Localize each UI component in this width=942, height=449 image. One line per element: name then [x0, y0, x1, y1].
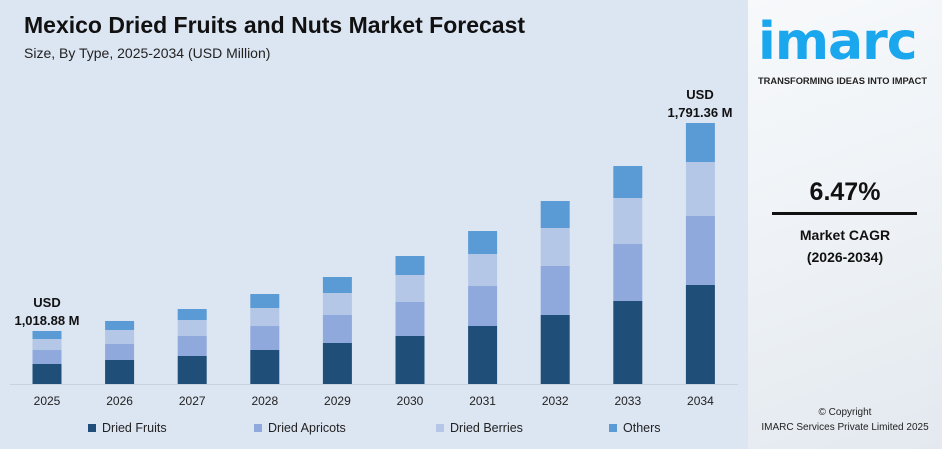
legend-item: Dried Apricots	[254, 421, 346, 435]
cagr-period: (2026-2034)	[806, 249, 884, 265]
bar-segment	[540, 266, 570, 316]
imarc-logo: imarc	[758, 12, 918, 72]
bar-segment	[613, 301, 643, 384]
bar-segment	[32, 363, 62, 384]
x-tick-label: 2032	[542, 394, 569, 408]
x-tick-label: 2025	[34, 394, 61, 408]
bar-segment	[540, 201, 570, 229]
bar-segment	[395, 275, 425, 302]
x-tick-label: 2027	[179, 394, 206, 408]
cagr-value: 6.47%	[809, 178, 881, 206]
x-tick-label: 2028	[251, 394, 278, 408]
bar-segment	[32, 339, 62, 351]
legend-label: Dried Berries	[450, 421, 523, 435]
bar-segment	[613, 166, 643, 199]
company-name: IMARC Services Private Limited 2025	[761, 422, 929, 433]
x-tick-label: 2034	[687, 394, 714, 408]
x-tick-label: 2031	[469, 394, 496, 408]
legend-swatch	[436, 424, 444, 432]
bar-segment	[105, 329, 135, 344]
legend-label: Others	[623, 421, 661, 435]
x-tick-label: 2030	[397, 394, 424, 408]
bar-segment	[250, 294, 280, 309]
bar-segment	[540, 315, 570, 384]
chart-title: Mexico Dried Fruits and Nuts Market Fore…	[24, 12, 526, 38]
bar-segment	[177, 320, 207, 337]
legend-swatch	[254, 424, 262, 432]
bar-segment	[685, 122, 715, 163]
copyright: © Copyright	[818, 407, 872, 418]
bar-segment	[177, 336, 207, 357]
last-total-label: USD 1,791.36 M	[655, 86, 745, 122]
legend-item: Others	[609, 421, 661, 435]
bar-segment	[468, 254, 498, 287]
cagr-label: Market CAGR	[799, 227, 891, 243]
bar-segment	[322, 342, 352, 384]
bar-segment	[613, 198, 643, 245]
x-tick-label: 2026	[106, 394, 133, 408]
legend-label: Dried Apricots	[268, 421, 346, 435]
bar-segment	[468, 286, 498, 327]
bar-segment	[32, 330, 62, 340]
brand-tagline: TRANSFORMING IDEAS INTO IMPACT	[758, 76, 928, 86]
bar-segment	[468, 231, 498, 255]
chart-subtitle: Size, By Type, 2025-2034 (USD Million)	[24, 45, 271, 61]
legend-swatch	[88, 424, 96, 432]
x-tick-label: 2029	[324, 394, 351, 408]
bar-segment	[105, 359, 135, 384]
brand-panel: imarc TRANSFORMING IDEAS INTO IMPACT 6.4…	[748, 0, 942, 449]
bar-segment	[105, 343, 135, 360]
bar-segment	[177, 356, 207, 384]
bar-segment	[685, 162, 715, 216]
bar-segment	[177, 309, 207, 321]
bar-segment	[32, 350, 62, 364]
bar-segment	[395, 335, 425, 384]
bar-segment	[250, 350, 280, 384]
bar-segment	[685, 284, 715, 384]
first-total-label: USD 1,018.88 M	[4, 294, 90, 330]
cagr-divider	[772, 212, 917, 215]
bar-segment	[395, 255, 425, 276]
last-total-unit: USD	[686, 87, 714, 102]
bar-segment	[322, 276, 352, 293]
legend-label: Dried Fruits	[102, 421, 167, 435]
bar-segment	[540, 228, 570, 267]
legend-item: Dried Fruits	[88, 421, 167, 435]
x-tick-label: 2033	[614, 394, 641, 408]
bar-segment	[322, 314, 352, 343]
bar-segment	[322, 292, 352, 315]
bar-segment	[685, 215, 715, 285]
legend-item: Dried Berries	[436, 421, 523, 435]
bar-segment	[395, 301, 425, 336]
first-total-unit: USD	[33, 295, 61, 310]
bar-segment	[613, 244, 643, 302]
stacked-bar-chart: 2025 2026 2027 2028 2029 2030 2031 2032 2033 2034	[10, 122, 738, 408]
first-total-value: 1,018.88 M	[14, 313, 80, 328]
bar-segment	[250, 308, 280, 327]
chart-panel: Mexico Dried Fruits and Nuts Market Fore…	[0, 0, 748, 449]
legend-swatch	[609, 424, 617, 432]
bar-segment	[250, 326, 280, 351]
bar-segment	[105, 320, 135, 330]
last-total-value: 1,791.36 M	[667, 105, 733, 120]
bar-segment	[468, 326, 498, 384]
